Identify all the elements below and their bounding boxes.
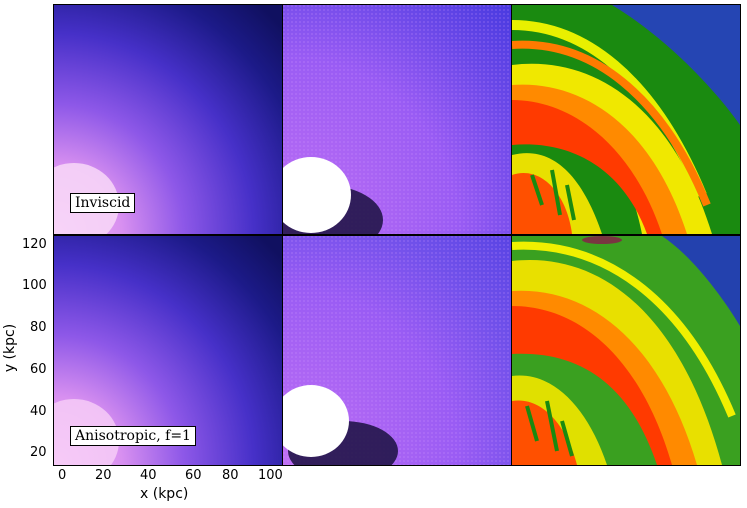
velocity-map-inviscid [512, 5, 740, 234]
velocity-map-anisotropic [512, 236, 740, 465]
panel-temperature-inviscid [282, 4, 512, 235]
y-tick-label: 100 [22, 278, 47, 293]
panel-label-anisotropic: Anisotropic, f=1 [70, 426, 196, 446]
panel-label-inviscid: Inviscid [70, 193, 136, 213]
panel-density-inviscid: Inviscid [53, 4, 283, 235]
panel-density-anisotropic: Anisotropic, f=1 [53, 235, 283, 466]
temperature-map-anisotropic [283, 236, 511, 465]
y-axis-title: y (kpc) [2, 323, 19, 373]
panel-grid: Inviscid [53, 4, 741, 466]
temperature-map-inviscid [283, 5, 511, 234]
x-tick-label: 20 [95, 468, 112, 483]
y-tick-label: 80 [30, 320, 47, 335]
panel-temperature-anisotropic [282, 235, 512, 466]
y-tick-label: 60 [30, 362, 47, 377]
y-tick-label: 120 [22, 237, 47, 252]
panel-velocity-inviscid [511, 4, 741, 235]
x-tick-label: 100 [258, 468, 283, 483]
x-tick-label: 60 [185, 468, 202, 483]
y-tick-label: 20 [30, 445, 47, 460]
x-tick-label: 0 [58, 468, 67, 483]
y-tick-label: 40 [30, 404, 47, 419]
x-tick-label: 40 [140, 468, 157, 483]
x-tick-label: 80 [222, 468, 239, 483]
panel-velocity-anisotropic [511, 235, 741, 466]
x-axis-title: x (kpc) [140, 486, 189, 502]
